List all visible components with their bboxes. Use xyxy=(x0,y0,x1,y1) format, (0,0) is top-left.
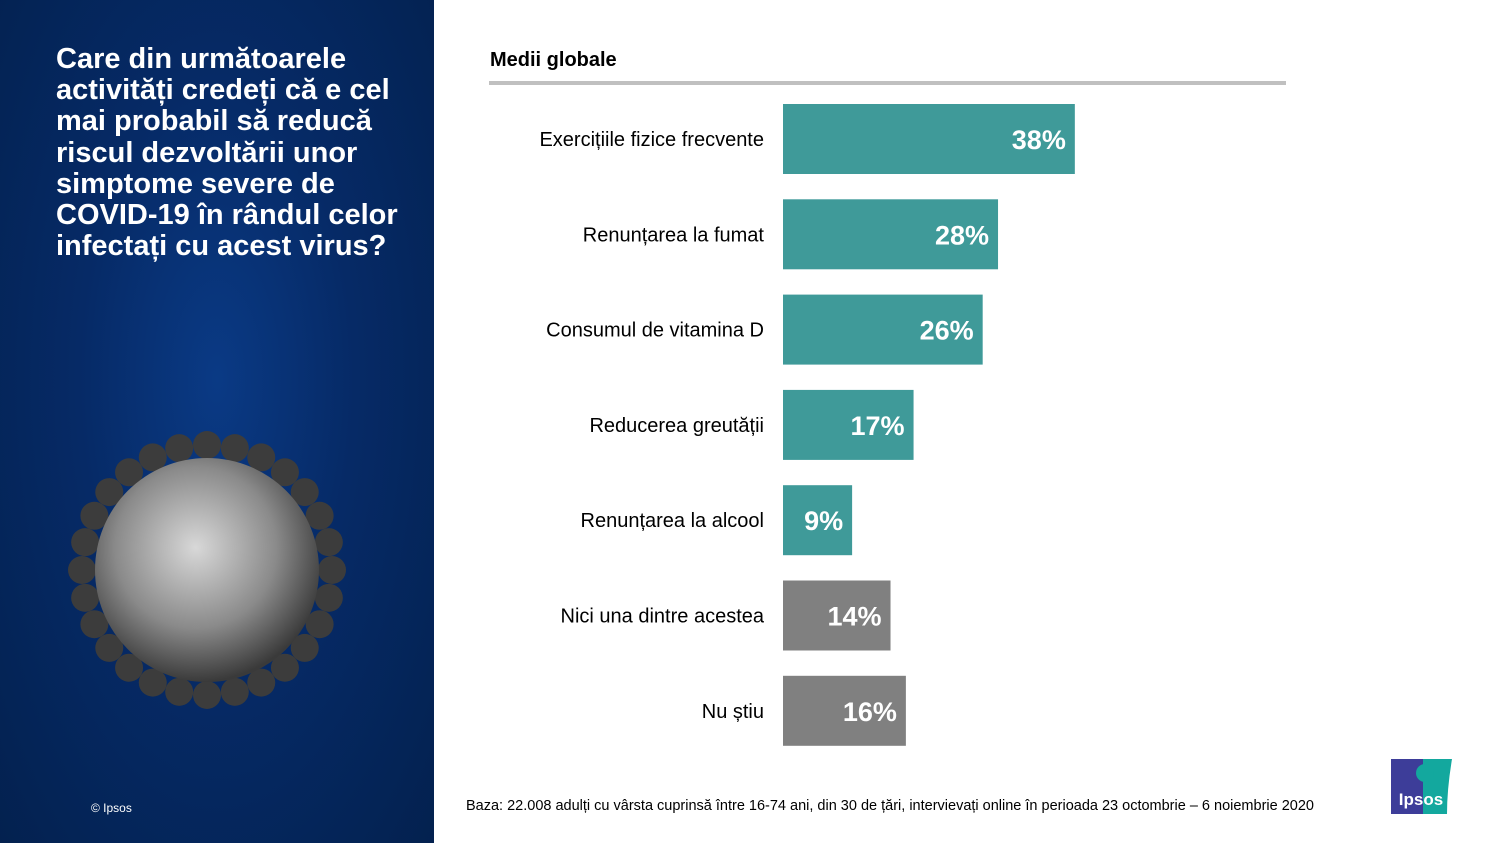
virus-spike xyxy=(115,458,144,487)
virus-spike xyxy=(193,681,221,709)
virus-spike xyxy=(165,677,194,706)
virus-spike xyxy=(165,434,194,463)
virus-spike xyxy=(305,501,334,530)
category-label: Reducerea greutății xyxy=(589,415,764,437)
category-label: Renunțarea la fumat xyxy=(583,224,765,246)
virus-spike xyxy=(138,668,167,697)
virus-spike xyxy=(95,478,124,507)
bar xyxy=(783,294,983,365)
virus-spike xyxy=(270,458,299,487)
copyright: © Ipsos xyxy=(91,801,132,815)
virus-spike xyxy=(314,528,343,557)
data-label: 16% xyxy=(843,697,897,727)
virus-spike xyxy=(71,583,100,612)
virus-spike xyxy=(318,556,346,584)
ipsos-logo: Ipsos xyxy=(1391,759,1452,814)
svg-text:Ipsos: Ipsos xyxy=(1399,790,1443,809)
category-label: Nu știu xyxy=(702,701,764,723)
virus-spike xyxy=(138,443,167,472)
bar xyxy=(783,580,891,651)
category-label: Renunțarea la alcool xyxy=(581,510,764,532)
virus-spike xyxy=(193,431,221,459)
data-label: 14% xyxy=(827,602,881,632)
virus-spike xyxy=(115,653,144,682)
virus-spike xyxy=(80,501,109,530)
question-text: Care din următoarele activități credeți … xyxy=(56,43,398,263)
bar xyxy=(783,389,914,460)
chart-title: Medii globale xyxy=(490,49,617,71)
virus-spike xyxy=(220,677,249,706)
category-label: Nici una dintre acestea xyxy=(561,606,765,628)
virus-spike xyxy=(305,610,334,639)
bar xyxy=(783,675,906,746)
category-label: Exercițiile fizice frecvente xyxy=(539,129,764,151)
bar xyxy=(783,104,1075,174)
virus-spike xyxy=(80,610,109,639)
title-divider xyxy=(489,81,1286,85)
bar xyxy=(783,199,999,270)
category-label: Consumul de vitamina D xyxy=(546,320,764,342)
virus-spike xyxy=(314,583,343,612)
virus-spike xyxy=(290,478,319,507)
virus-spike xyxy=(71,528,100,557)
virus-spike xyxy=(270,653,299,682)
virus-spike xyxy=(247,668,276,697)
bar xyxy=(783,485,853,556)
virus-spike xyxy=(247,443,276,472)
virus-spike xyxy=(220,434,249,463)
virus-spike xyxy=(95,633,124,662)
data-label: 26% xyxy=(920,316,974,346)
data-label: 17% xyxy=(851,411,905,441)
data-label: 28% xyxy=(935,220,989,250)
question-panel: Care din următoarele activități credeți … xyxy=(0,0,434,843)
coronavirus-image xyxy=(68,431,346,709)
footnote: Baza: 22.008 adulți cu vârsta cuprinsă î… xyxy=(466,798,1314,814)
data-label: 9% xyxy=(804,506,843,536)
virus-spike xyxy=(68,556,96,584)
virus-spike xyxy=(290,633,319,662)
data-label: 38% xyxy=(1012,125,1066,155)
